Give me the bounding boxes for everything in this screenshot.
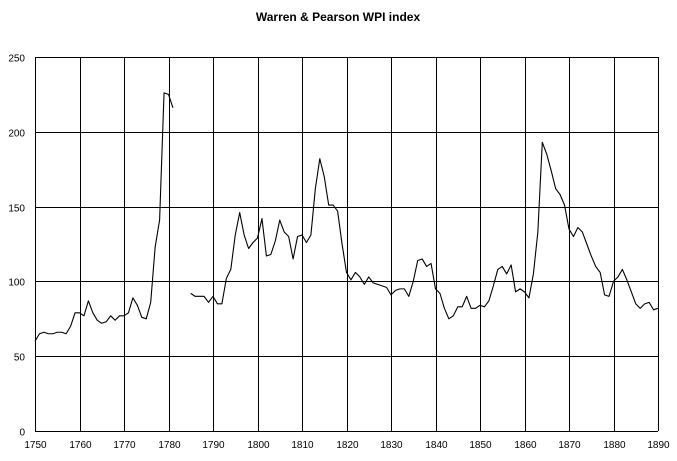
x-tick-label: 1750: [24, 440, 47, 451]
x-tick-label: 1770: [113, 440, 136, 451]
x-tick-label: 1830: [380, 440, 403, 451]
series-line-segment: [190, 141, 659, 320]
chart-title: Warren & Pearson WPI index: [256, 10, 421, 24]
tick-labels: 0 50 100 150 200 250 1750 1760 1770 1780 1790 1800 1…: [8, 54, 670, 452]
x-tick-label: 1760: [69, 440, 92, 451]
y-tick-label: 100: [8, 278, 25, 289]
y-tick-label: 50: [14, 353, 26, 364]
x-tick-label: 1790: [202, 440, 225, 451]
y-tick-label: 0: [19, 428, 25, 439]
x-tick-label: 1860: [514, 440, 537, 451]
x-tick-label: 1890: [647, 440, 670, 451]
y-tick-label: 200: [8, 129, 25, 140]
x-tick-label: 1780: [158, 440, 181, 451]
x-tick-label: 1840: [425, 440, 448, 451]
y-tick-label: 150: [8, 204, 25, 215]
series-layer: [34, 92, 659, 342]
x-tick-label: 1810: [291, 440, 314, 451]
x-tick-label: 1850: [469, 440, 492, 451]
x-tick-label: 1870: [558, 440, 581, 451]
x-tick-label: 1820: [336, 440, 359, 451]
grid: [35, 57, 659, 432]
axes: [35, 57, 658, 432]
y-tick-label: 250: [8, 54, 25, 65]
x-tick-label: 1800: [247, 440, 270, 451]
series-line-segment: [34, 92, 174, 342]
x-tick-label: 1880: [603, 440, 626, 451]
